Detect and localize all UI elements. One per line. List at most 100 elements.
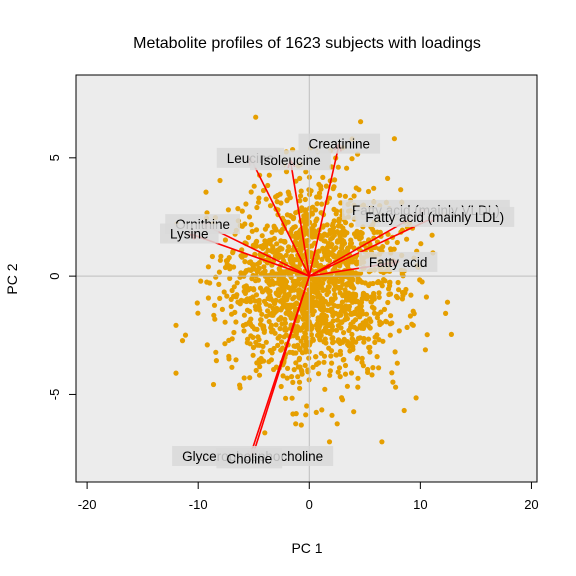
data-point — [384, 239, 390, 245]
data-point — [443, 310, 449, 316]
loading-labels: CreatinineLeucineIsoleucineFatty acid (m… — [160, 133, 515, 469]
data-point — [376, 337, 382, 343]
data-point — [283, 395, 289, 401]
data-point — [365, 366, 371, 373]
data-point — [340, 251, 346, 257]
data-point — [313, 260, 319, 266]
data-point — [304, 326, 310, 332]
data-point — [365, 336, 372, 342]
data-point — [252, 298, 258, 304]
data-point — [394, 239, 400, 246]
data-point — [225, 207, 231, 213]
data-point — [386, 286, 392, 292]
data-point — [367, 281, 373, 287]
data-point — [404, 324, 410, 330]
data-point — [210, 381, 217, 388]
data-point — [369, 372, 375, 378]
data-point — [231, 329, 237, 336]
data-point — [319, 312, 325, 318]
data-point — [306, 355, 312, 361]
data-point — [356, 187, 362, 193]
data-point — [219, 306, 225, 312]
data-point — [256, 305, 262, 311]
data-point — [265, 308, 271, 314]
data-point — [316, 371, 322, 377]
data-point — [326, 345, 332, 351]
data-point — [270, 327, 276, 333]
y-axis: -5 0 5 — [47, 154, 77, 401]
data-point — [361, 339, 367, 345]
data-point — [245, 234, 252, 241]
data-point — [287, 310, 293, 316]
data-point — [396, 287, 402, 293]
data-point — [320, 307, 326, 313]
data-point — [251, 183, 257, 189]
data-point — [247, 375, 253, 381]
data-point — [316, 291, 322, 298]
data-point — [284, 197, 290, 203]
data-point — [331, 287, 337, 293]
data-point — [343, 281, 350, 287]
data-point — [274, 247, 280, 253]
data-point — [422, 347, 428, 353]
data-point — [351, 193, 357, 199]
loading-label: Fatty acid — [358, 251, 438, 272]
data-point — [336, 365, 343, 371]
data-point — [419, 279, 425, 285]
data-point — [328, 278, 334, 284]
data-point — [251, 243, 257, 249]
data-point — [424, 332, 430, 338]
data-point — [283, 169, 290, 175]
data-point — [388, 313, 394, 319]
data-point — [273, 364, 279, 370]
data-point — [329, 335, 335, 342]
data-point — [257, 321, 264, 327]
data-point — [351, 409, 357, 415]
svg-text:Creatinine: Creatinine — [308, 137, 370, 152]
data-point — [357, 236, 363, 242]
data-point — [238, 297, 244, 303]
loading-label: Creatinine — [298, 133, 381, 154]
data-point — [348, 283, 354, 289]
data-point — [339, 245, 345, 251]
data-point — [358, 229, 364, 235]
data-point — [244, 307, 251, 313]
data-point — [387, 291, 394, 297]
data-point — [270, 305, 276, 311]
data-point — [344, 165, 350, 171]
data-point — [268, 272, 274, 278]
data-point — [380, 338, 386, 344]
data-point — [222, 264, 229, 271]
data-point — [371, 185, 377, 191]
data-point — [209, 253, 215, 260]
data-point — [342, 193, 348, 199]
data-point — [282, 316, 288, 322]
data-point — [307, 293, 313, 299]
data-point — [396, 328, 402, 334]
data-point — [313, 354, 319, 360]
data-point — [343, 311, 349, 317]
data-point — [267, 203, 274, 209]
data-point — [329, 324, 335, 330]
data-point — [322, 386, 328, 392]
data-point — [256, 195, 262, 201]
data-point — [217, 257, 223, 263]
data-point — [338, 285, 344, 291]
data-point — [363, 311, 370, 317]
data-point — [343, 290, 349, 296]
x-tick-label: 0 — [306, 497, 313, 512]
data-point — [222, 319, 228, 325]
data-point — [242, 259, 248, 265]
data-point — [300, 279, 307, 285]
data-point — [350, 319, 356, 325]
data-point — [213, 358, 219, 364]
data-point — [359, 355, 365, 361]
data-point — [303, 300, 309, 306]
data-point — [375, 311, 381, 317]
data-point — [343, 261, 349, 267]
data-point — [385, 299, 391, 306]
data-point — [262, 238, 268, 244]
y-tick-label: -5 — [47, 389, 62, 401]
data-point — [375, 279, 381, 285]
